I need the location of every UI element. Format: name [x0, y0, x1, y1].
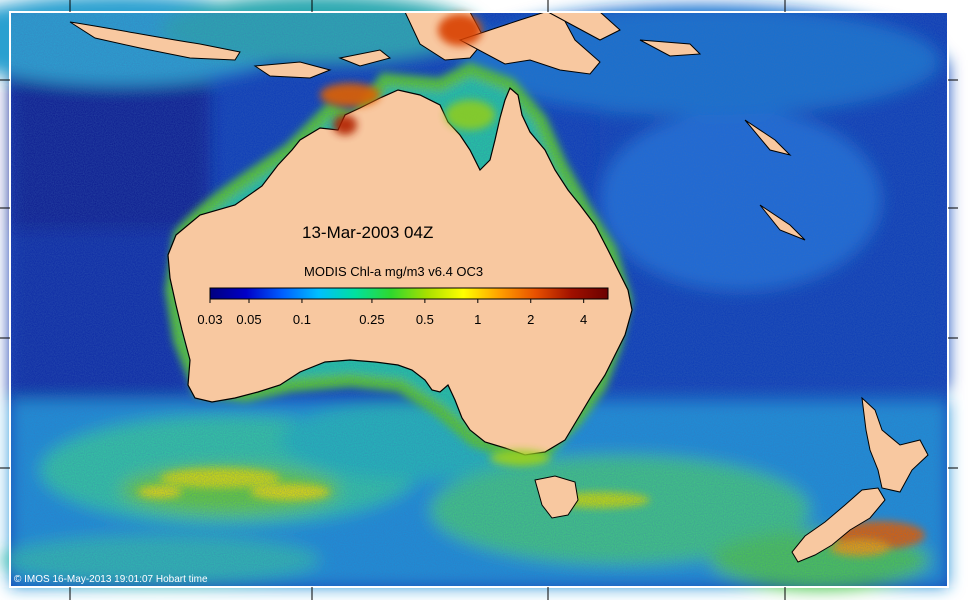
northern-landmasses [69, 11, 806, 241]
australia-landmass [167, 86, 633, 456]
colorbar-tick-label: 0.25 [359, 312, 384, 327]
colorbar-tick-label: 1 [474, 312, 481, 327]
date-label: 13-Mar-2003 04Z [302, 223, 433, 242]
credit-text: © IMOS 16-May-2013 19:01:07 Hobart time [14, 574, 208, 585]
colorbar-tick-label: 0.03 [197, 312, 222, 327]
colorbar-ticks: 0.03 0.05 0.1 0.25 0.5 1 2 4 [197, 299, 587, 327]
colorbar-tick-label: 0.05 [236, 312, 261, 327]
nz-north-island [861, 396, 929, 493]
colorbar-tick-label: 4 [580, 312, 587, 327]
nz-south-island [791, 487, 886, 563]
colorbar-gradient [209, 287, 609, 300]
colorbar: MODIS Chl-a mg/m3 v6.4 OC3 0.03 0.05 0.1 0.… [197, 264, 609, 327]
colorbar-tick-label: 2 [527, 312, 534, 327]
colorbar-tick-label: 0.5 [416, 312, 434, 327]
tasmania-landmass [534, 475, 579, 519]
colorbar-tick-label: 0.1 [293, 312, 311, 327]
high-chl-coasts [320, 14, 550, 466]
colorbar-title: MODIS Chl-a mg/m3 v6.4 OC3 [304, 264, 483, 279]
